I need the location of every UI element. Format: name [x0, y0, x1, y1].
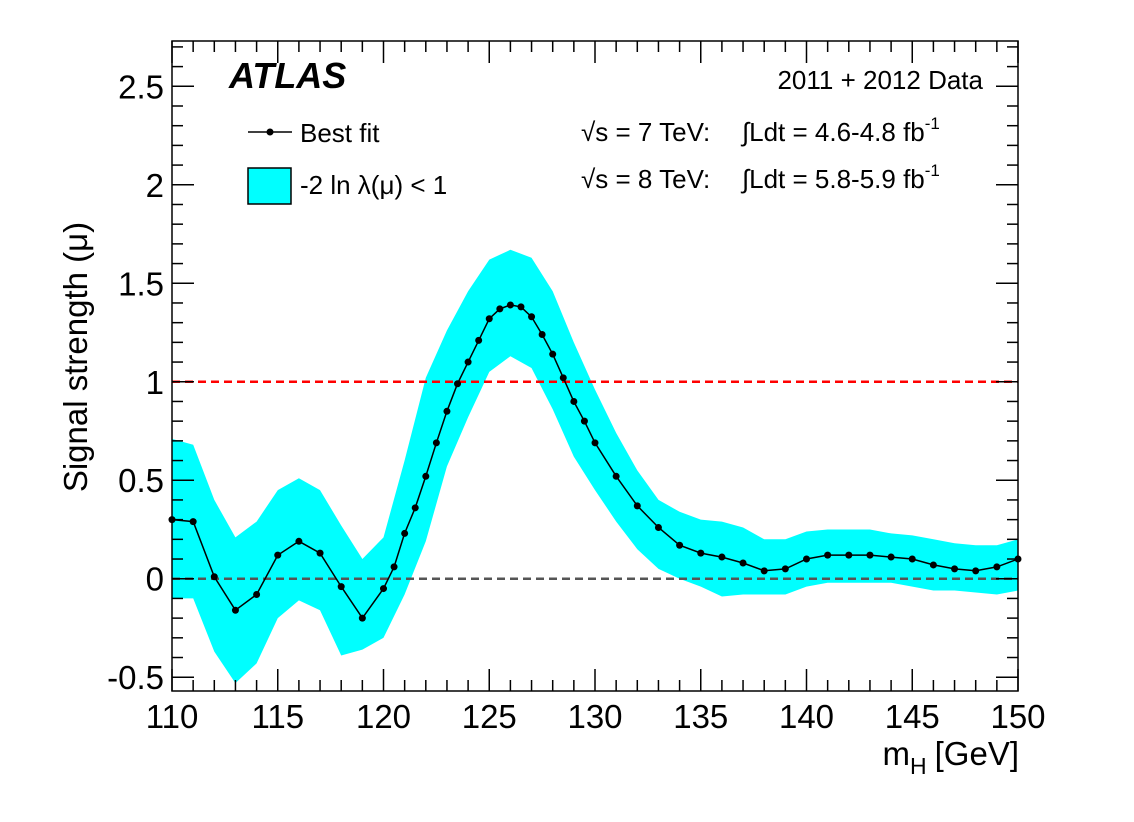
y-tick-label: 1.5 — [118, 265, 164, 302]
best-fit-point — [803, 555, 810, 563]
best-fit-point — [633, 502, 641, 510]
best-fit-point — [475, 336, 483, 344]
best-fit-point — [274, 551, 282, 559]
y-axis-title: Signal strength (μ) — [57, 222, 94, 492]
best-fit-point — [528, 313, 536, 321]
atlas-label: ATLAS — [228, 55, 346, 96]
best-fit-point — [337, 583, 345, 591]
best-fit-point — [908, 555, 916, 563]
best-fit-point — [411, 504, 419, 512]
x-tick-label: 135 — [673, 698, 728, 735]
y-tick-label: 0.5 — [118, 462, 164, 499]
best-fit-point — [401, 529, 409, 537]
lumi-8tev-integral-text: ∫Ldt = 5.8-5.9 fb — [740, 164, 925, 194]
lumi-8tev-exponent: -1 — [925, 161, 940, 180]
best-fit-point — [189, 518, 197, 526]
best-fit-point — [824, 551, 832, 559]
x-tick-labels: 110 115 120 125 130 135 140 145 150 — [146, 698, 1046, 735]
x-tick-label: 115 — [251, 698, 304, 735]
best-fit-point — [718, 553, 726, 561]
best-fit-point — [454, 380, 462, 388]
best-fit-point — [781, 565, 789, 573]
best-fit-point — [845, 551, 853, 559]
legend-band-label: -2 ln λ(μ) < 1 — [300, 170, 447, 200]
best-fit-point — [231, 606, 239, 614]
x-tick-label: 120 — [356, 698, 411, 735]
y-tick-label: 1 — [146, 364, 164, 401]
confidence-band — [172, 249, 1018, 684]
x-tick-label: 140 — [779, 698, 834, 735]
x-tick-label: 150 — [990, 698, 1045, 735]
x-tick-label: 110 — [146, 698, 199, 735]
x-axis-title-unit: [GeV] — [935, 735, 1019, 772]
best-fit-point — [591, 439, 599, 447]
best-fit-point — [517, 303, 525, 311]
best-fit-point — [390, 563, 398, 571]
data-label: 2011 + 2012 Data — [777, 65, 983, 95]
best-fit-point — [559, 374, 567, 382]
x-axis-title-main: m — [883, 735, 911, 772]
best-fit-point — [739, 559, 747, 567]
best-fit-point — [538, 330, 546, 338]
best-fit-point — [422, 472, 430, 480]
legend-best-fit-marker — [266, 128, 274, 136]
best-fit-point — [570, 397, 578, 405]
legend-best-fit-label: Best fit — [300, 118, 380, 148]
legend-band-swatch — [247, 167, 292, 205]
lumi-7tev-integral: ∫Ldt = 4.6-4.8 fb-1 — [740, 114, 940, 147]
x-tick-label: 125 — [462, 698, 517, 735]
x-axis-title-sub: H — [910, 753, 927, 779]
y-tick-label: 2.5 — [118, 68, 164, 105]
best-fit-point — [972, 567, 980, 575]
lumi-7tev-sqrt: √s = 7 TeV: — [581, 117, 710, 147]
lumi-8tev-integral: ∫Ldt = 5.8-5.9 fb-1 — [740, 161, 940, 194]
best-fit-point — [654, 524, 662, 532]
best-fit-point — [485, 315, 493, 323]
best-fit-point — [697, 549, 705, 557]
x-tick-label: 130 — [567, 698, 622, 735]
best-fit-point — [358, 614, 366, 622]
best-fit-point — [612, 472, 620, 480]
best-fit-point — [993, 563, 1001, 571]
best-fit-point — [464, 358, 472, 366]
best-fit-point — [253, 590, 261, 598]
best-fit-point — [676, 541, 684, 549]
best-fit-point — [295, 537, 303, 545]
y-tick-label: 2 — [146, 167, 164, 204]
lumi-7tev-exponent: -1 — [925, 114, 940, 133]
best-fit-point — [549, 350, 557, 358]
y-tick-label: -0.5 — [107, 659, 164, 696]
best-fit-point — [887, 553, 895, 561]
y-tick-label: 0 — [146, 561, 164, 598]
best-fit-point — [580, 417, 588, 425]
axis-ticks — [171, 41, 1019, 691]
x-axis-title: mH [GeV] — [883, 735, 1020, 779]
y-tick-labels: -0.5 0 0.5 1 1.5 2 2.5 — [107, 68, 164, 696]
lumi-7tev-integral-text: ∫Ldt = 4.6-4.8 fb — [740, 117, 925, 147]
best-fit-point — [316, 549, 324, 557]
best-fit-point — [760, 567, 768, 575]
best-fit-point — [506, 301, 514, 309]
x-tick-label: 145 — [885, 698, 940, 735]
best-fit-point — [496, 305, 504, 313]
best-fit-point — [929, 561, 937, 569]
best-fit-point — [443, 407, 451, 415]
best-fit-point — [380, 585, 387, 593]
best-fit-point — [432, 439, 440, 447]
best-fit-point — [210, 573, 218, 581]
lumi-8tev-sqrt: √s = 8 TeV: — [581, 164, 710, 194]
legend: Best fit -2 ln λ(μ) < 1 — [247, 118, 447, 205]
best-fit-point — [951, 565, 959, 573]
best-fit-point — [866, 551, 874, 559]
best-fit-markers — [168, 301, 1022, 622]
